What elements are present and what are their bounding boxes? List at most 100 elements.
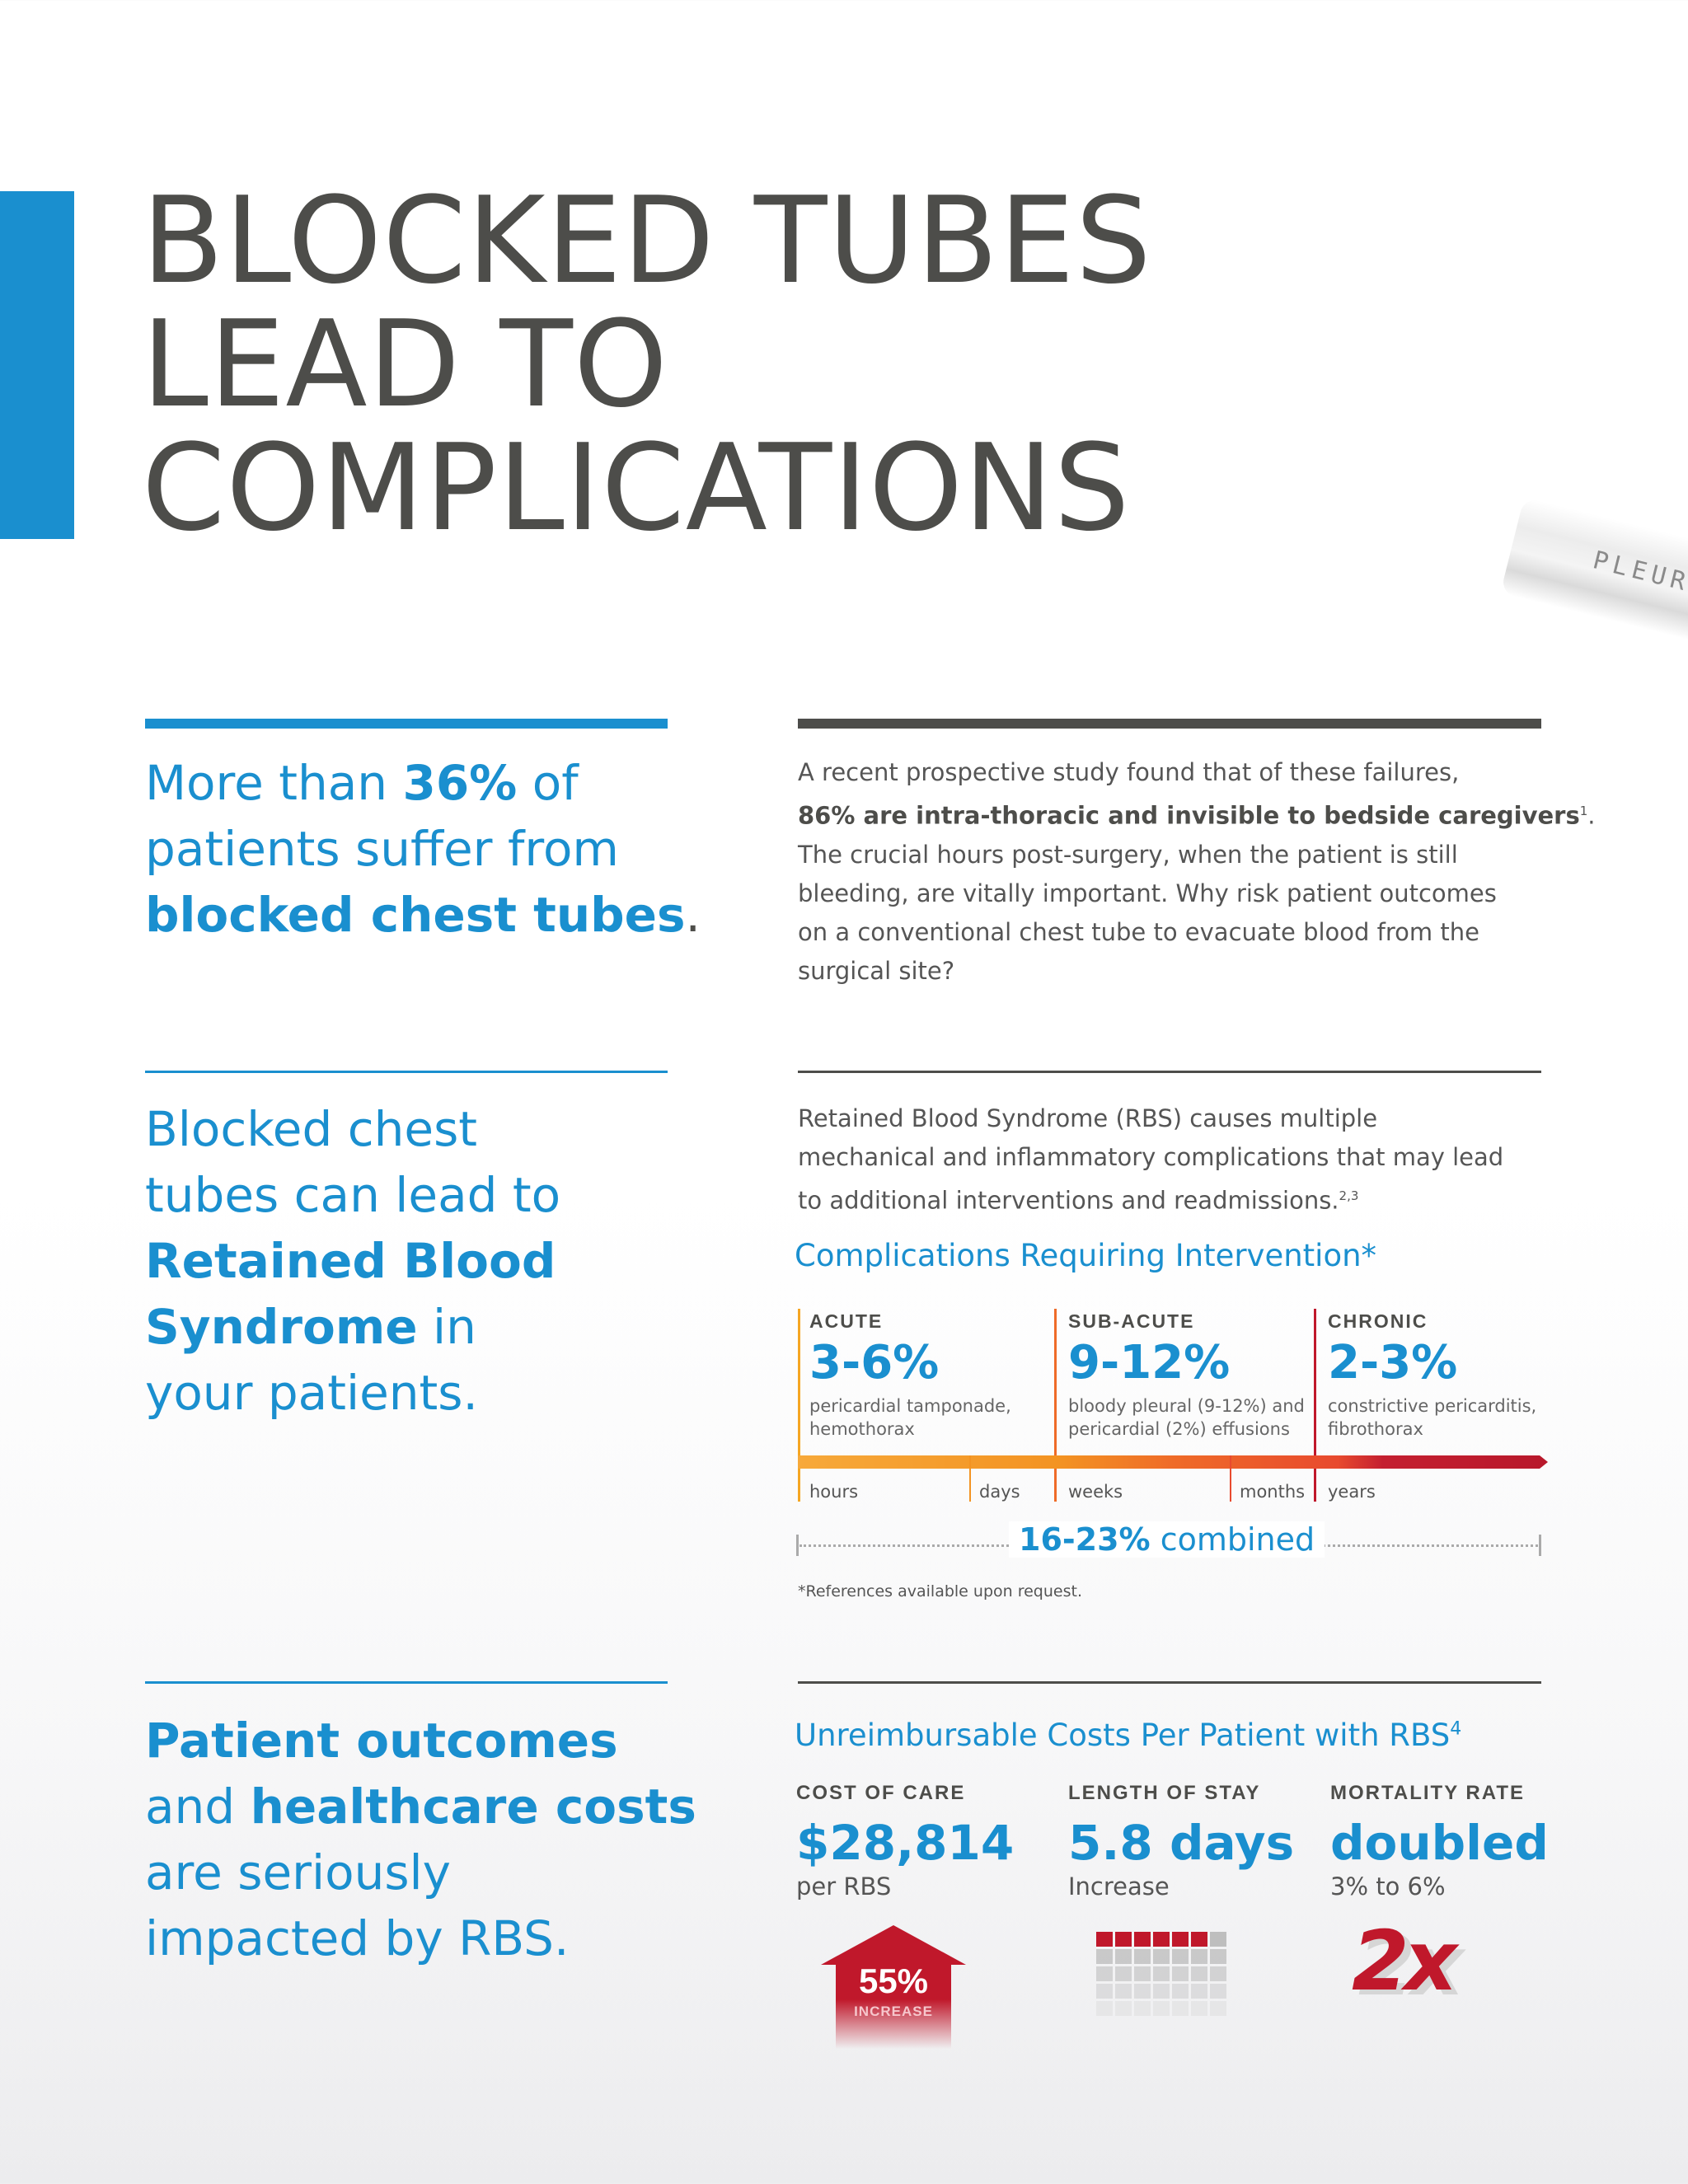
stay-grid-cell (1134, 1949, 1151, 1964)
stay-grid-cell (1210, 2001, 1226, 2016)
stay-grid-cell (1153, 2001, 1170, 2016)
section2-paragraph: Retained Blood Syndrome (RBS) causes mul… (798, 1104, 1504, 1215)
stay-grid-cell (1115, 1966, 1132, 1981)
stay-grid-cell (1210, 1949, 1226, 1964)
stay-grid-cell (1134, 1966, 1151, 1981)
costs-title: Unreimbursable Costs Per Patient with RB… (795, 1718, 1462, 1753)
stay-grid-cell (1096, 1932, 1113, 1947)
timeline-bar (798, 1455, 1548, 1502)
tick-weeks (1054, 1469, 1057, 1502)
stay-grid-cell (1096, 1966, 1113, 1981)
stay-grid-cell (1153, 1966, 1170, 1981)
title-line-3: COMPLICATIONS (142, 419, 1131, 558)
stay-grid-cell (1096, 1984, 1113, 1999)
stay-grid-cell (1096, 1949, 1113, 1964)
phase-subacute: SUB-ACUTE 9-12% bloody pleural (9-12%) a… (1068, 1310, 1315, 1441)
phase-value: 9-12% (1068, 1336, 1231, 1390)
phase-label: SUB-ACUTE (1068, 1310, 1195, 1332)
phase-desc: pericardial tamponade, hemothorax (809, 1396, 1011, 1439)
stay-grid-cell (1134, 1932, 1151, 1947)
phase-label: ACUTE (809, 1310, 884, 1332)
metric-value: $28,814 (796, 1815, 1015, 1871)
stay-grid-cell (1210, 1984, 1226, 1999)
stay-grid-cell (1172, 1966, 1189, 1981)
tick-days (969, 1455, 971, 1502)
metric-cost-of-care: COST OF CARE $28,814 per RBS (796, 1782, 1043, 1900)
title-line-2: LEAD TO (142, 295, 669, 434)
combined-label: 16-23% combined (1009, 1521, 1325, 1558)
stay-grid-cell (1191, 1949, 1207, 1964)
metric-label: MORTALITY RATE (1330, 1782, 1525, 1804)
chest-tube-image: PLEUR (1500, 497, 1688, 657)
metric-value: doubled (1330, 1815, 1549, 1871)
metric-value: 5.8 days (1068, 1815, 1295, 1871)
section3-left-rule (145, 1681, 668, 1684)
stay-grid-icon (1096, 1932, 1226, 2016)
phase-value: 2-3% (1328, 1336, 1458, 1390)
stay-grid-cell (1210, 1966, 1226, 1981)
timeline-days: days (979, 1482, 1020, 1502)
metric-label: COST OF CARE (796, 1782, 966, 1804)
increase-house-icon: 55% INCREASE (821, 1925, 966, 2049)
stay-grid-cell (1172, 1949, 1189, 1964)
timeline-weeks: weeks (1068, 1482, 1123, 1502)
section1-right-rule (798, 719, 1541, 729)
section1-left-rule (145, 719, 668, 729)
stay-grid-cell (1172, 1932, 1189, 1947)
footnote: *References available upon request. (798, 1582, 1082, 1601)
tick-years (1314, 1469, 1316, 1502)
timeline-hours: hours (809, 1482, 859, 1502)
metric-label: LENGTH OF STAY (1068, 1782, 1261, 1804)
phase-acute: ACUTE 3-6% pericardial tamponade, hemotho… (809, 1310, 1048, 1441)
stay-grid-cell (1172, 2001, 1189, 2016)
section2-right-rule (798, 1071, 1541, 1073)
metric-length-of-stay: LENGTH OF STAY 5.8 days Increase (1068, 1782, 1315, 1900)
stay-grid-cell (1115, 1984, 1132, 1999)
stay-grid-cell (1191, 1932, 1207, 1947)
stay-grid-cell (1172, 1984, 1189, 1999)
increase-pct: 55% (859, 1961, 928, 2000)
title-line-1: BLOCKED TUBES (142, 171, 1152, 311)
section1-paragraph: A recent prospective study found that of… (798, 758, 1596, 985)
stay-grid-cell (1115, 2001, 1132, 2016)
page-title: BLOCKED TUBES LEAD TO COMPLICATIONS (142, 180, 1254, 551)
stay-grid-cell (1191, 2001, 1207, 2016)
stay-grid-cell (1153, 1984, 1170, 1999)
phase-desc: constrictive pericarditis, fibrothorax (1328, 1396, 1537, 1439)
stay-grid-cell (1096, 2001, 1113, 2016)
tube-label: PLEUR (1590, 546, 1688, 598)
phase-desc: bloody pleural (9-12%) and pericardial (2… (1068, 1396, 1305, 1439)
increase-word: INCREASE (854, 2004, 933, 2019)
stay-grid-cell (1153, 1932, 1170, 1947)
phase-value: 3-6% (809, 1336, 940, 1390)
stay-grid-cell (1134, 2001, 1151, 2016)
tick-hours (798, 1469, 800, 1502)
section2-lead: Blocked chest tubes can lead to Retained… (145, 1101, 561, 1421)
stay-grid-cell (1210, 1932, 1226, 1947)
stay-grid-cell (1191, 1984, 1207, 1999)
section3-right-rule (798, 1681, 1541, 1684)
accent-bar (0, 191, 74, 539)
timeline-years: years (1328, 1482, 1376, 1502)
section1-lead: More than 36% of patients suffer from bl… (145, 755, 701, 943)
stay-grid-cell (1191, 1966, 1207, 1981)
stay-grid-cell (1153, 1949, 1170, 1964)
stay-grid-cell (1115, 1932, 1132, 1947)
metric-sub: Increase (1068, 1872, 1170, 1900)
timeline-arrow (798, 1455, 1548, 1469)
phase-chronic: CHRONIC 2-3% constrictive pericarditis, f… (1328, 1310, 1559, 1441)
stay-grid-cell (1115, 1949, 1132, 1964)
section3-lead: Patient outcomes and healthcare costs ar… (145, 1713, 696, 1966)
metric-sub: 3% to 6% (1330, 1872, 1446, 1900)
metric-mortality-rate: MORTALITY RATE doubled 3% to 6% (1330, 1782, 1578, 1900)
stay-grid-cell (1134, 1984, 1151, 1999)
chronic-divider (1314, 1309, 1316, 1498)
subacute-divider (1054, 1309, 1057, 1498)
metric-sub: per RBS (796, 1872, 892, 1900)
phase-label: CHRONIC (1328, 1310, 1428, 1332)
timeline-months: months (1240, 1482, 1306, 1502)
complications-chart-title: Complications Requiring Intervention* (795, 1238, 1377, 1273)
doubled-2x-mark: 2x (1352, 1913, 1457, 2009)
tick-months (1230, 1455, 1231, 1502)
acute-divider (798, 1309, 800, 1498)
